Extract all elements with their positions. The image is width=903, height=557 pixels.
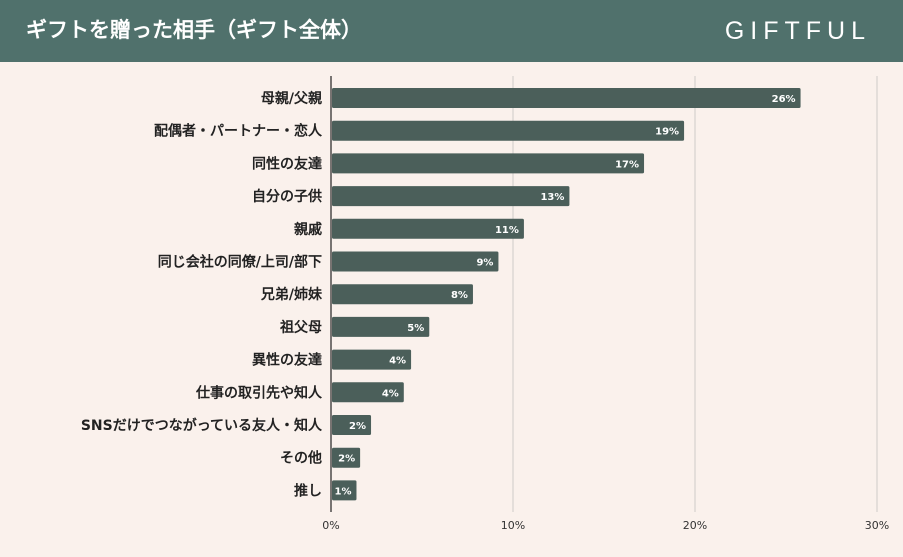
category-label: 配偶者・パートナー・恋人 — [154, 123, 323, 140]
category-label: 兄弟/姉妹 — [260, 286, 323, 303]
bar-value-label: 4% — [382, 388, 399, 399]
page-title: ギフトを贈った相手（ギフト全体） — [26, 18, 362, 42]
bar — [332, 349, 412, 370]
bar-value-label: 26% — [772, 94, 796, 105]
bar — [332, 218, 524, 239]
bar-value-label: 5% — [407, 323, 424, 334]
category-label: 母親/父親 — [261, 90, 322, 107]
bar — [332, 447, 361, 468]
bar-value-label: 9% — [476, 258, 493, 269]
header-bar: ギフトを贈った相手（ギフト全体） GIFTFUL — [0, 0, 903, 62]
bar — [332, 251, 499, 272]
category-label: 親戚 — [294, 221, 322, 238]
x-tick-label: 10% — [501, 519, 525, 532]
category-label: SNSだけでつながっている友人・知人 — [81, 417, 323, 434]
bar — [332, 120, 685, 141]
category-label: 異性の友達 — [252, 352, 322, 369]
bar-value-label: 4% — [389, 356, 406, 367]
category-label: 祖父母 — [279, 319, 322, 336]
bar-value-label: 19% — [655, 127, 679, 138]
bar — [332, 153, 645, 174]
bar-value-label: 13% — [540, 192, 564, 203]
category-label: 自分の子供 — [252, 188, 322, 205]
bar — [332, 382, 404, 403]
bar — [332, 88, 801, 108]
bar-value-label: 11% — [495, 225, 519, 236]
bar — [332, 284, 473, 305]
bar — [332, 415, 372, 435]
category-label: 同性の友達 — [252, 155, 322, 172]
brand-logo: GIFTFUL — [724, 17, 871, 45]
x-tick-label: 30% — [865, 519, 889, 532]
bar-value-label: 1% — [334, 486, 351, 497]
bar — [332, 316, 430, 337]
bar-chart: 0% 10% 20% 30% 26% 母親/父親 19% 配偶者・パートナー・恋人 17% 同性の… — [81, 76, 889, 532]
bar-value-label: 2% — [349, 421, 366, 432]
bar-value-label: 17% — [615, 159, 639, 170]
x-tick-label: 20% — [683, 519, 707, 532]
bar-value-label: 2% — [338, 454, 355, 465]
category-label: その他 — [280, 450, 322, 467]
category-label: 同じ会社の同僚/上司/部下 — [158, 254, 322, 271]
category-label: 推し — [294, 482, 322, 499]
bar — [332, 186, 570, 207]
category-label: 仕事の取引先や知人 — [195, 384, 323, 401]
x-tick-label: 0% — [322, 519, 339, 532]
bar-value-label: 8% — [451, 290, 468, 301]
bar — [332, 480, 357, 501]
